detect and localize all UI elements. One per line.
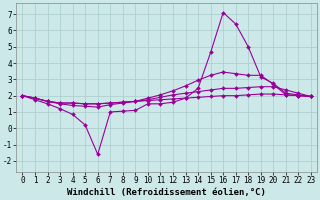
X-axis label: Windchill (Refroidissement éolien,°C): Windchill (Refroidissement éolien,°C) — [67, 188, 266, 197]
